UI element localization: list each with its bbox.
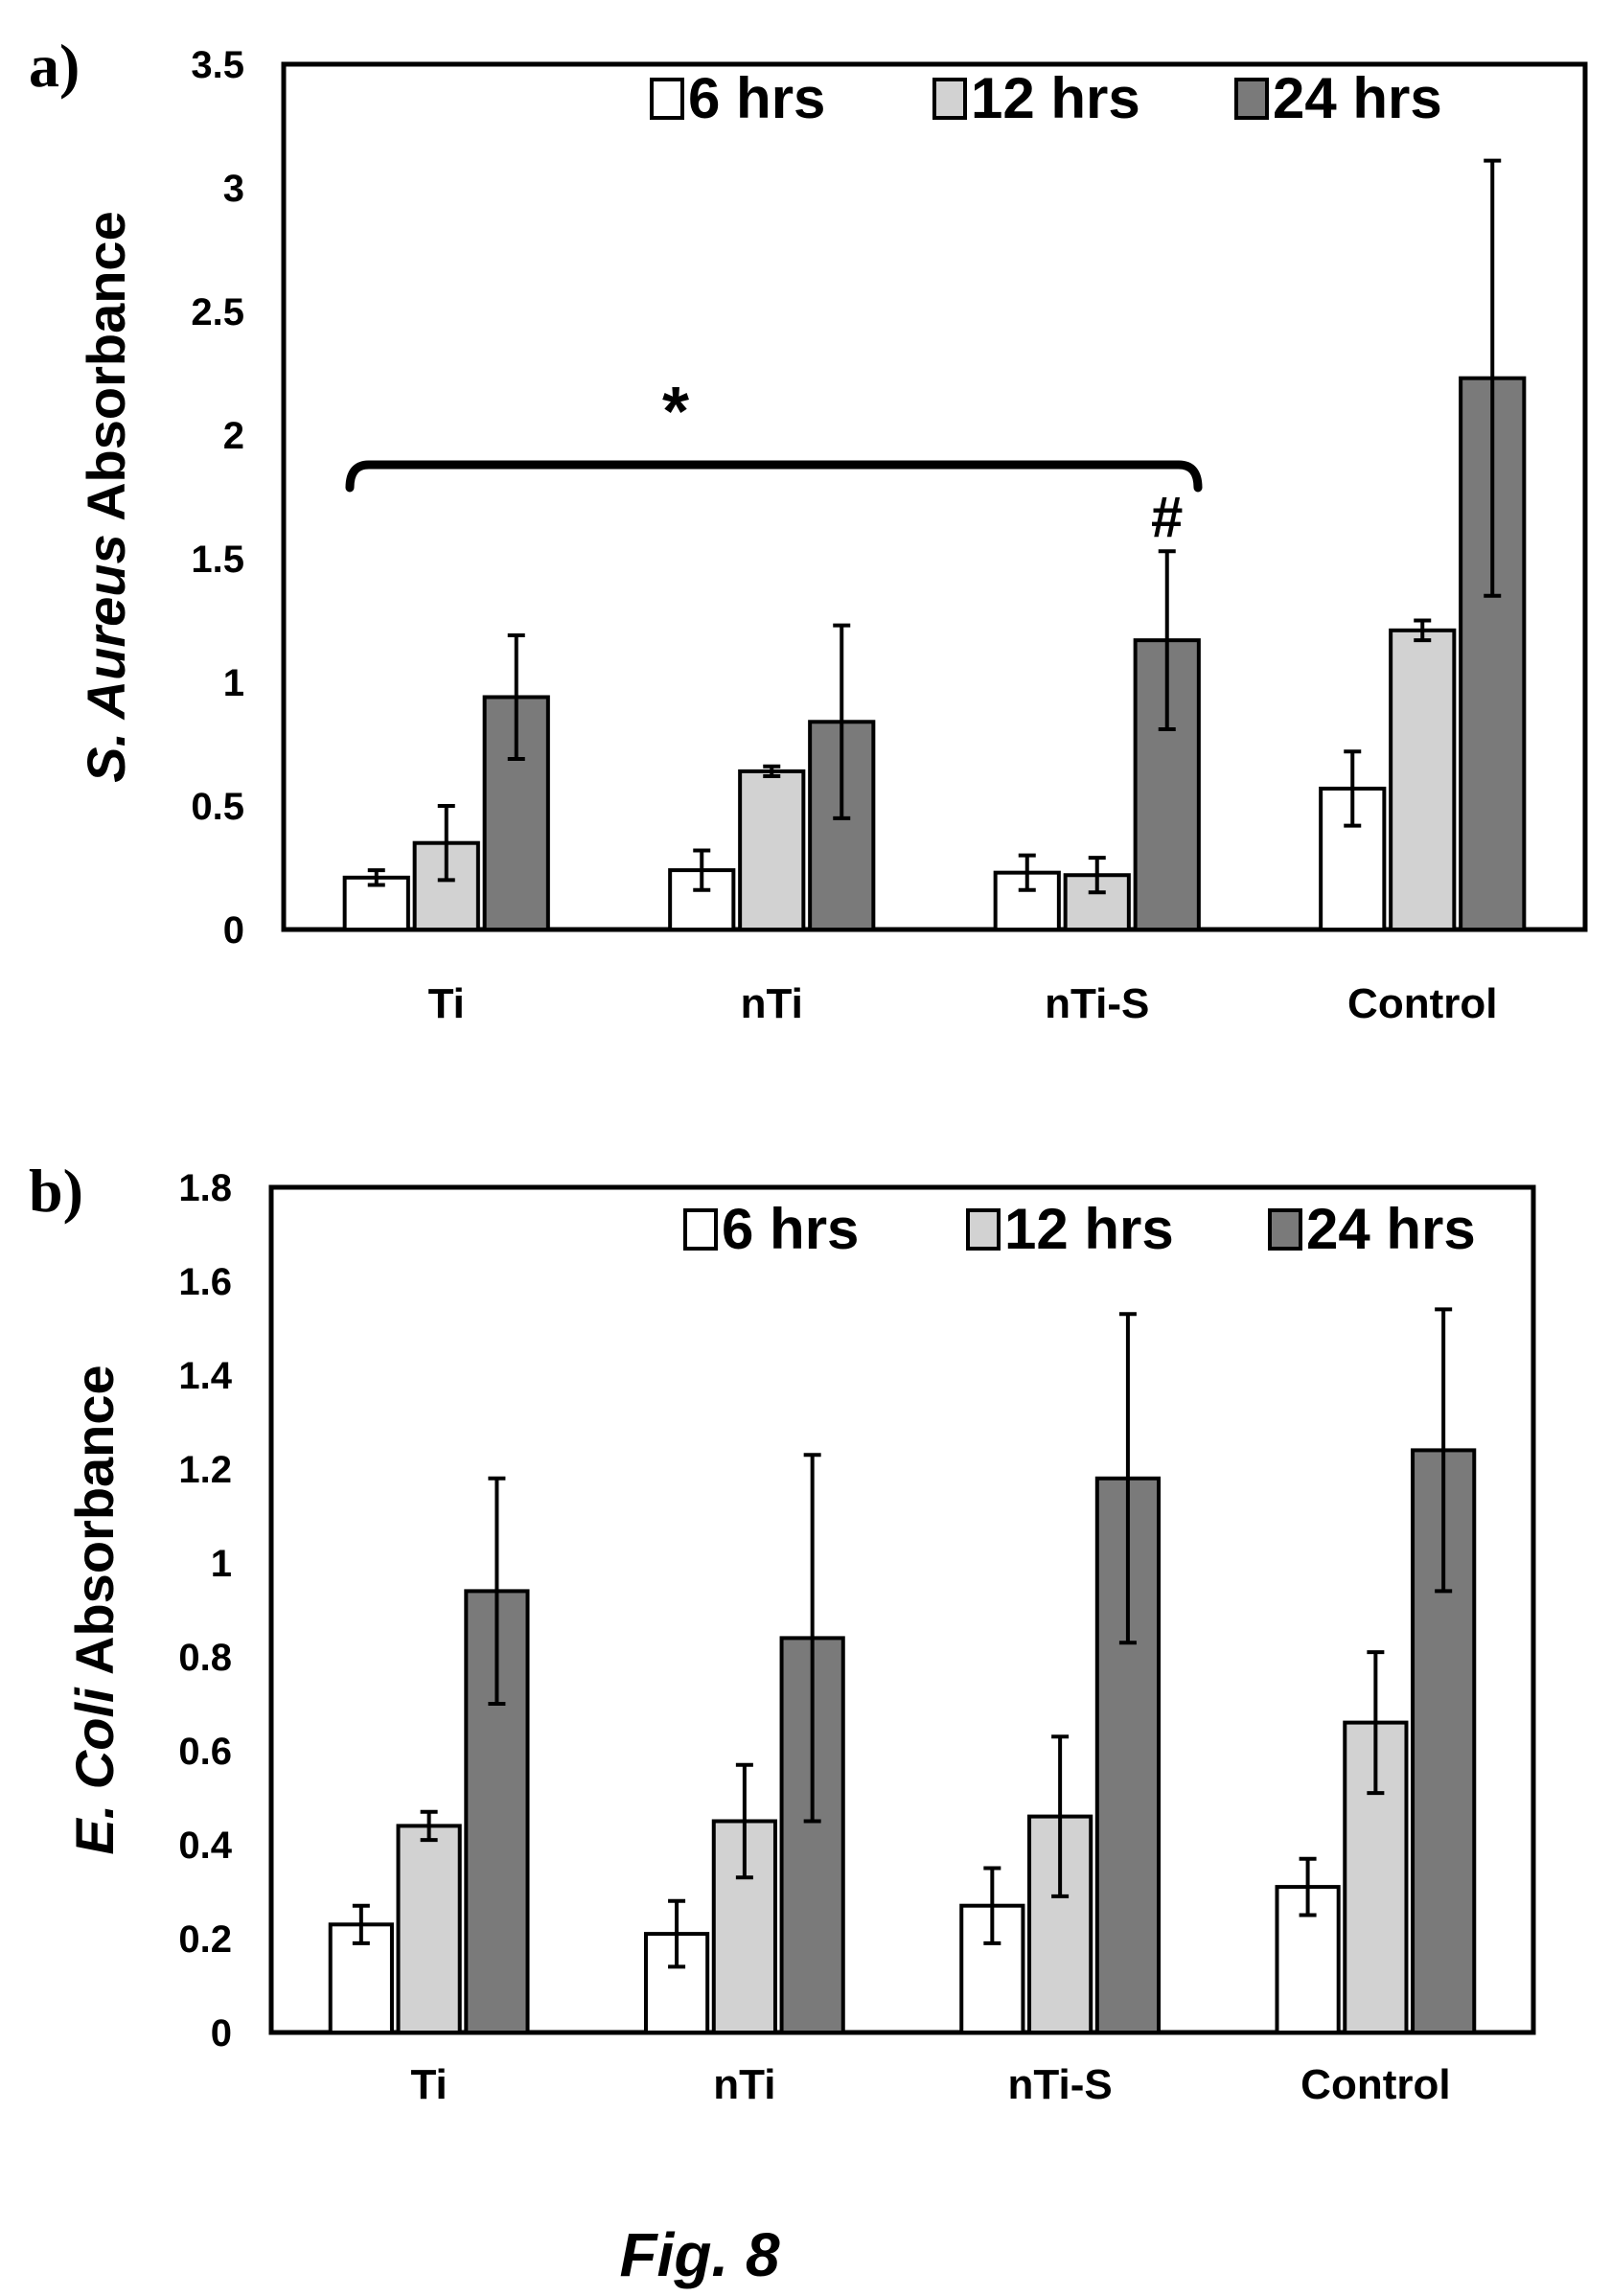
legend-entry: 24 hrs [1306, 1197, 1476, 1261]
legend-swatch [650, 78, 684, 120]
y-tick-label: 0 [211, 2012, 232, 2055]
y-tick-label: 0.5 [191, 786, 244, 828]
panel-letter: a) [29, 32, 80, 100]
y-tick-label: 0.4 [178, 1825, 232, 1867]
x-category-label: Control [1347, 980, 1497, 1027]
figure-caption: Fig. 8 [619, 2220, 780, 2289]
panel-a-chart: a) 0 0.5 1 1.5 2 2.5 3 3.5 S. Aureus Absorbance Ti… [29, 32, 1588, 1027]
y-axis-label-italic: E. Coli [64, 1687, 125, 1855]
y-tick-label: 1.4 [178, 1355, 232, 1397]
y-tick-label: 1 [223, 662, 244, 704]
bar [482, 695, 550, 931]
bar [1389, 628, 1457, 931]
y-tick-label: 1.2 [178, 1449, 232, 1491]
legend-entry: 24 hrs [1273, 66, 1442, 130]
panel-letter: b) [29, 1157, 83, 1225]
plot-frame [268, 1184, 1536, 2035]
legend-entry: 12 hrs [1004, 1197, 1174, 1261]
significance-star: * [662, 374, 689, 450]
y-tick-label: 0.2 [178, 1918, 232, 1961]
legend-swatch [932, 78, 967, 120]
legend-swatch [683, 1208, 718, 1251]
legend-swatch [1234, 78, 1269, 120]
x-category-label: Control [1300, 2061, 1450, 2108]
y-axis-label: E. Coli Absorbance [64, 1365, 125, 1854]
y-tick-label: 1.6 [178, 1261, 232, 1303]
y-tick-label: 3.5 [191, 44, 244, 86]
y-tick-label: 2 [223, 415, 244, 457]
x-category-label: nTi [741, 980, 803, 1027]
legend-entry: 6 hrs [688, 66, 825, 130]
legend-swatch [966, 1208, 1001, 1251]
x-category-label: Ti [410, 2061, 447, 2108]
x-category-label: Ti [428, 980, 465, 1027]
significance-hash: # [1151, 485, 1183, 549]
bar [738, 769, 806, 931]
plot-frame [281, 61, 1588, 932]
panel-b-chart: b) 0 0.2 0.4 0.6 0.8 1 1.2 1.4 1.6 1.8 E. Coli Abso… [29, 1157, 1536, 2108]
y-tick-label: 1.5 [191, 539, 244, 581]
y-tick-label: 1 [211, 1543, 232, 1585]
legend-entry: 6 hrs [722, 1197, 859, 1261]
y-tick-label: 0.8 [178, 1637, 232, 1679]
x-category-label: nTi-S [1045, 980, 1149, 1027]
significance-bracket [345, 460, 1203, 493]
y-tick-label: 2.5 [191, 291, 244, 333]
y-axis-label-rest: Absorbance [76, 211, 136, 534]
y-axis-label-italic: S. Aureus [76, 534, 136, 782]
x-category-label: nTi-S [1008, 2061, 1113, 2108]
y-axis-label-rest: Absorbance [64, 1365, 125, 1688]
legend-entry: 12 hrs [971, 66, 1140, 130]
y-axis-label: S. Aureus Absorbance [76, 211, 136, 782]
bar [396, 1824, 462, 2035]
x-category-label: nTi [713, 2061, 775, 2108]
y-tick-label: 0 [223, 909, 244, 952]
y-tick-label: 3 [223, 168, 244, 210]
y-tick-label: 1.8 [178, 1167, 232, 1209]
y-tick-label: 0.6 [178, 1731, 232, 1773]
legend-swatch [1268, 1208, 1302, 1251]
